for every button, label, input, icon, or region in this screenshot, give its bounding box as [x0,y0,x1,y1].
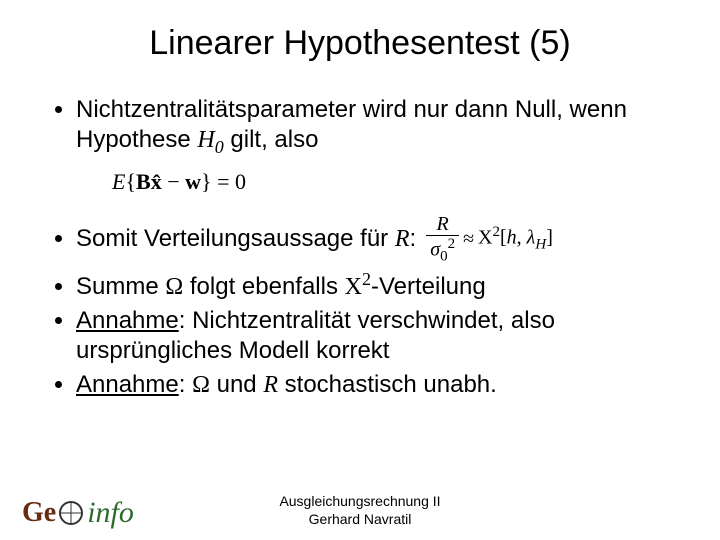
bullet-5-a: : [179,371,192,398]
bullet-5-label: Annahme [76,371,179,398]
bullet-2-text: Somit Verteilungsaussage für R: [76,224,416,254]
eq2-chi: Χ [478,227,492,249]
eq2-br-open: [ [500,227,507,249]
eq1-open: { [125,169,136,194]
equation-2: R σ02 ≈ Χ2[h, λH] [426,214,553,265]
eq2-rhs: Χ2[h, λH] [478,223,553,254]
bullet-3-omega: Ω [165,274,183,300]
equation-1: E{Bx̂ − w} = 0 [48,166,672,214]
eq2-den: σ02 [426,235,459,265]
eq1-w: w [185,169,201,194]
bullet-2-colon: : [410,225,417,252]
logo: Ge info [22,496,134,530]
globe-icon [59,501,83,525]
bullet-3-chi: Χ [345,274,362,300]
bullet-3-b: folgt ebenfalls [183,273,344,300]
eq2-sigma-sub: 0 [440,248,448,264]
slide-content: Nichtzentralitätsparameter wird nur dann… [0,71,720,400]
math-H: H [197,127,214,153]
eq2-h: h [507,227,517,249]
bullet-1-text-a: Nichtzentralitätsparameter wird nur dann… [76,96,627,153]
bullet-2-a: Somit Verteilungsaussage für [76,225,395,252]
eq2-chi-sup: 2 [493,224,501,240]
bullet-list-2: Somit Verteilungsaussage für R: R σ02 ≈ … [48,214,672,401]
eq1-Bx: Bx̂ [136,169,162,194]
eq1-E: E [112,169,125,194]
slide-title: Linearer Hypothesentest (5) [0,0,720,71]
eq2-sigma: σ [430,238,440,260]
eq2-approx: ≈ [463,227,474,252]
eq2-num: R [433,214,453,235]
logo-ge: Ge [22,497,56,529]
bullet-4-label: Annahme [76,307,179,334]
bullet-1: Nichtzentralitätsparameter wird nur dann… [76,95,672,158]
bullet-3-c: -Verteilung [371,273,486,300]
eq1-eq0: = 0 [212,169,246,194]
bullet-3: Summe Ω folgt ebenfalls Χ2-Verteilung [76,268,672,302]
bullet-2: Somit Verteilungsaussage für R: R σ02 ≈ … [76,214,672,265]
bullet-1-text-b: gilt, also [224,126,319,153]
eq2-comma: , [517,227,527,249]
slide: Linearer Hypothesentest (5) Nichtzentral… [0,0,720,540]
eq2-sigma-sup: 2 [448,236,456,252]
bullet-5-R: R [263,372,278,398]
bullet-5-c: stochastisch unabh. [278,371,497,398]
bullet-2-row: Somit Verteilungsaussage für R: R σ02 ≈ … [76,214,672,265]
bullet-5-b: und [210,371,263,398]
math-H-sub: 0 [215,137,224,157]
eq1-minus: − [162,169,185,194]
bullet-3-a: Summe [76,273,165,300]
bullet-5: Annahme: Ω und R stochastisch unabh. [76,370,672,400]
bullet-4: Annahme: Nichtzentralität verschwindet, … [76,306,672,366]
eq2-br-close: ] [546,227,553,249]
bullet-list: Nichtzentralitätsparameter wird nur dann… [48,95,672,158]
bullet-3-chi-sup: 2 [362,269,371,289]
bullet-2-R: R [395,226,410,252]
eq2-lambda-sub: H [535,237,546,253]
logo-info: info [87,496,134,530]
eq1-close: } [201,169,212,194]
bullet-5-omega: Ω [192,372,210,398]
eq2-frac: R σ02 [426,214,459,265]
